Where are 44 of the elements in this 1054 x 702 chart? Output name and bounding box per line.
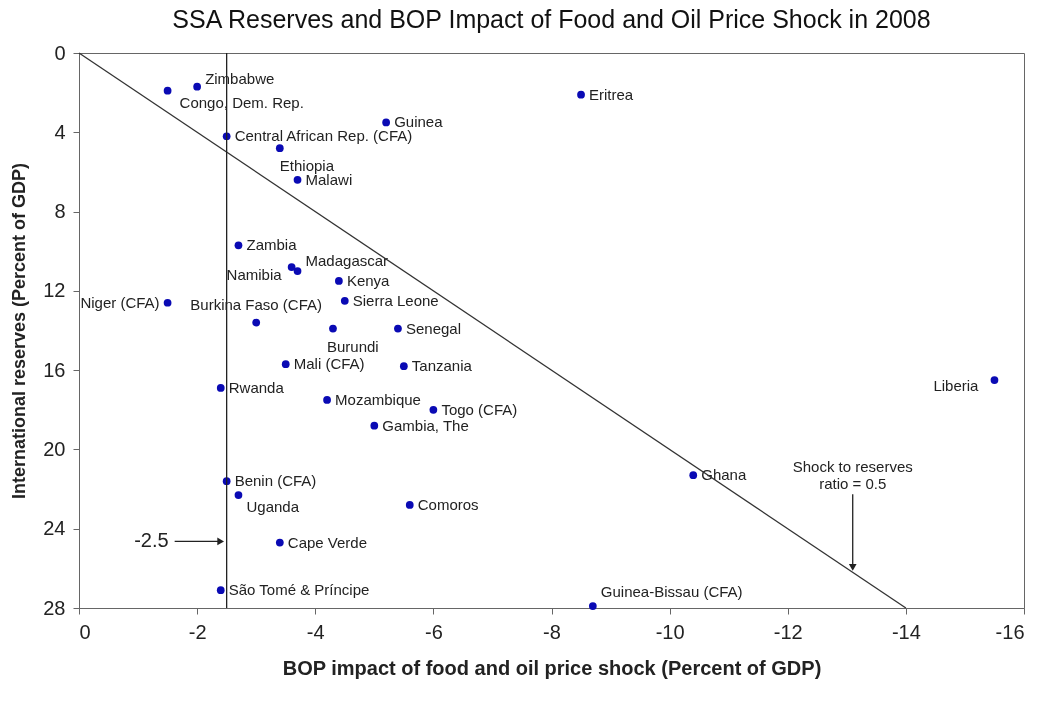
data-label: Mozambique	[335, 390, 421, 408]
y-tick-label: 20	[43, 437, 66, 460]
x-tick-label: 0	[79, 620, 91, 643]
y-tick-label: 0	[54, 41, 66, 64]
data-label: Senegal	[405, 319, 461, 337]
y-tick-label: 12	[43, 279, 66, 302]
data-label: Uganda	[246, 498, 300, 516]
x-tick-label: -16	[995, 620, 1025, 643]
data-label: Namibia	[226, 266, 283, 284]
data-label: Eritrea	[589, 85, 634, 103]
data-label: Benin (CFA)	[234, 472, 317, 490]
x-tick-label: -2	[188, 620, 207, 643]
data-label: Tanzania	[411, 357, 473, 375]
x-tick-label: -6	[424, 620, 443, 643]
data-label: Mali (CFA)	[293, 355, 365, 373]
y-axis-title: International reserves (Percent of GDP)	[9, 162, 30, 500]
ref-line-label: -2.5	[134, 529, 169, 552]
data-label: Congo, Dem. Rep.	[179, 93, 304, 111]
data-label: Cape Verde	[287, 533, 368, 551]
data-label: Togo (CFA)	[441, 400, 518, 418]
data-label: Liberia	[933, 377, 980, 395]
x-tick-label: -14	[891, 620, 921, 643]
data-label: Kenya	[346, 271, 391, 289]
annotation: Shock to reserves ratio = 0.5	[792, 458, 913, 493]
y-tick-label: 8	[54, 200, 66, 223]
data-label: Sierra Leone	[352, 291, 439, 309]
data-label: Rwanda	[228, 378, 285, 396]
data-label: São Tomé & Príncipe	[228, 581, 370, 599]
y-tick-label: 4	[54, 120, 66, 143]
y-tick-label: 16	[43, 358, 66, 381]
data-label: Guinea-Bissau (CFA)	[600, 583, 743, 601]
data-label: Niger (CFA)	[80, 293, 160, 311]
y-tick-label: 28	[43, 596, 66, 619]
chart-title: SSA Reserves and BOP Impact of Food and Oil Price Shock in 2008	[172, 5, 931, 33]
data-label: Comoros	[417, 495, 479, 513]
y-tick-label: 24	[43, 517, 66, 540]
x-tick-label: -4	[306, 620, 325, 643]
x-axis-title: BOP impact of food and oil price shock (Percent of GDP)	[282, 656, 822, 679]
data-label: Zambia	[246, 236, 298, 254]
x-tick-label: -12	[773, 620, 803, 643]
x-tick-label: -8	[543, 620, 561, 643]
data-label: Madagascar	[305, 252, 389, 270]
data-label: Burundi	[326, 337, 379, 355]
x-tick-label: -10	[655, 620, 685, 643]
